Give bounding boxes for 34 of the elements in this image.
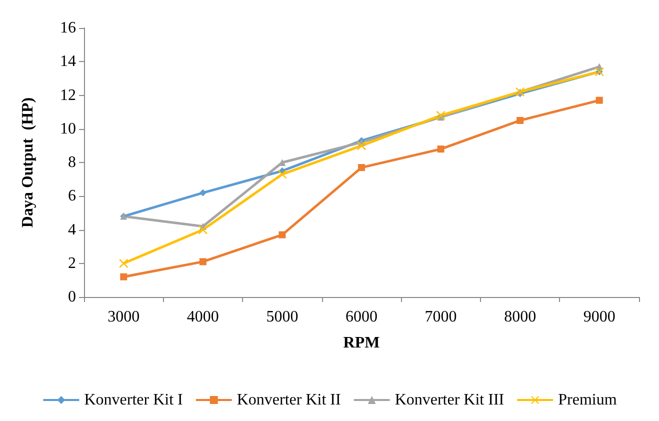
y-tick-label: 10 [60,120,76,138]
x-tick-label: 7000 [424,308,457,326]
point [199,189,206,196]
point [358,164,365,172]
point [278,231,286,238]
point [198,225,208,234]
point [120,273,128,280]
legend-label: Premium [558,392,618,408]
y-tick-label: 6 [68,188,76,205]
x-axis-title: RPM [343,334,380,352]
y-tick-label: 12 [60,86,76,104]
legend-label: Konverter Kit II [236,392,341,408]
point [596,96,603,104]
legend-label: Konverter Kit I [84,392,183,408]
point [199,258,206,266]
x-tick-label: 8000 [504,308,536,326]
point [436,110,446,120]
point [516,116,524,124]
point [437,146,444,153]
x-tick-label: 9000 [583,308,616,326]
y-tick-label: 14 [60,53,76,70]
y-tick-label: 16 [60,20,76,36]
x-tick-label: 3000 [108,308,140,326]
y-tick-label: 4 [68,221,76,238]
legend-label: Konverter Kit III [394,392,504,408]
y-tick-label: 2 [68,254,76,272]
y-tick-label: 8 [68,154,76,171]
y-tick-label: 0 [68,288,76,306]
point [119,258,128,268]
x-tick-label: 5000 [266,308,298,326]
y-axis-title: Daya Output (HP) [20,97,36,228]
x-tick-label: 6000 [346,308,378,326]
point [357,141,366,150]
x-tick-label: 4000 [186,308,219,326]
